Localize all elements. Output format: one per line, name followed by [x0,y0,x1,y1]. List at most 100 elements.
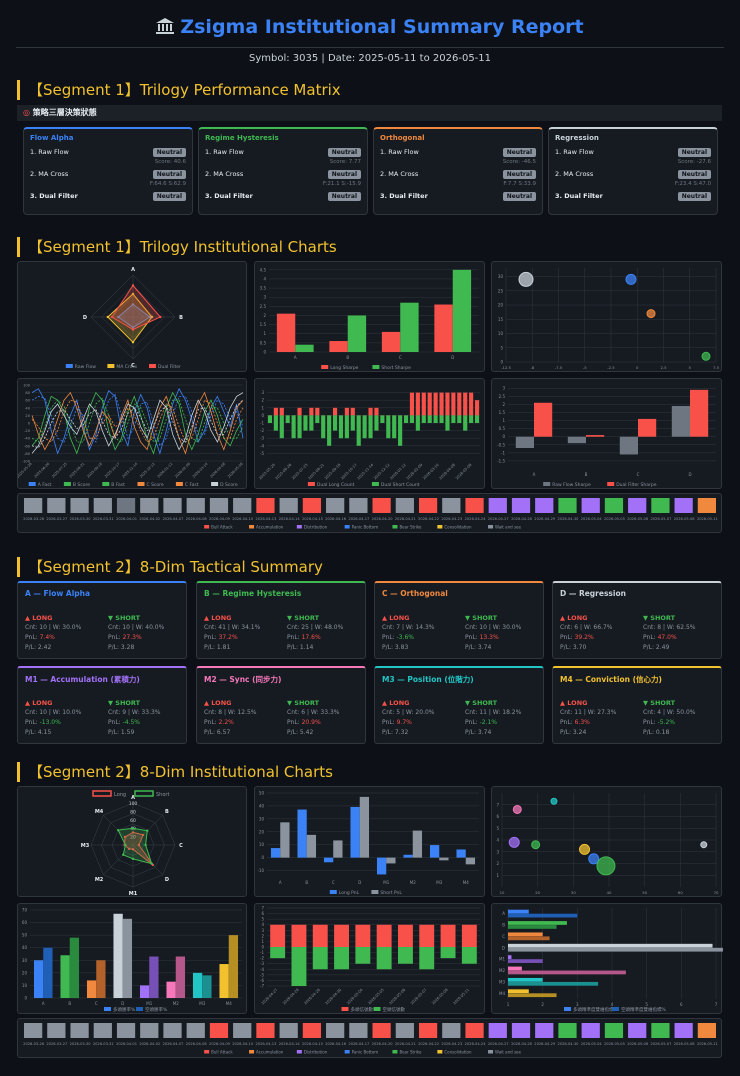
y-tick-label: 2 [502,402,505,407]
perf-row-label: 3. Dual Filter [205,192,253,200]
tactical-card-title: M3 — Position (位階力) [382,675,474,684]
y-tick-label: 4 [496,838,499,843]
pnl-value: 13.3% [479,634,499,641]
pnl-line: PnL: 17.6% [287,633,363,643]
perf-row: 2. MA Cross Neutral [30,170,186,181]
regime-cell [70,1023,89,1038]
profit-loss-ratio: P/L: 3.74 [465,644,492,651]
s1-counts-chart: 3210-1-2-3-4-52025-05-292025-06-262025-0… [258,390,480,488]
y-tick-label: 3 [496,849,499,854]
x-tick-label: M4 [463,880,469,885]
x-tick-label: B [305,880,308,885]
tactical-card-title: C — Orthogonal [382,589,448,598]
bar [333,840,343,858]
x-tick-label: 2026-05-08 [227,462,244,479]
bar [60,955,70,998]
regime-date-label: 2026-04-17 [348,517,369,521]
regime-date-label: 2026-04-29 [534,1042,556,1046]
x-tick-label: 2025-07-25 [51,462,68,479]
legend-swatch [296,525,302,529]
long-heading: ▲ LONG [25,699,53,707]
y-tick-label: -1 [260,421,264,426]
x-tick-label: -8 [530,365,534,370]
short-stats: ▼ SHORT Cnt: 8 | W: 62.5% PnL: 47.0% P/L: 2… [643,613,719,653]
perf-row-sub: Score: 40.6 [154,159,186,165]
y-tick-label: 4 [263,276,266,281]
bar [270,848,281,858]
y-tick-label: 1 [261,939,264,944]
bar [192,972,203,998]
legend-swatch [373,1007,381,1011]
radar-point [141,833,145,837]
regime-cell [535,498,554,513]
regime-cell [163,1023,182,1038]
perf-card-title: Flow Alpha [30,134,74,142]
bar [368,415,373,439]
legend-swatch [372,365,380,369]
long-stats: ▲ LONG Cnt: 41 | W: 34.1% PnL: 37.2% P/L: 1… [204,613,280,653]
chart-panel-s1-lines: 100 80 60 40 20 0 -20 -40 -60 -80 -100 2025-05-29 20… [17,378,247,489]
count-winrate: Cnt: 10 | W: 10.0% [25,709,82,716]
regime-cell [256,498,275,513]
y-tick-label: 40 [22,945,28,950]
short-stats: ▼ SHORT Cnt: 10 | W: 40.0% PnL: 27.3% P/L: … [108,613,184,653]
regime-date-label: 2026-04-23 [441,517,462,521]
matrix-banner: ◎ 策略三層決策狀態 [17,105,722,121]
regime-cell [163,498,182,513]
y-tick-label: 1 [263,331,266,336]
long-heading: ▲ LONG [560,614,588,622]
y-tick-label: 5 [500,345,503,350]
perf-row-label: 1. Raw Flow [380,148,419,156]
regime-cell [442,1023,461,1038]
bar [306,834,317,858]
y-tick-label: 7 [496,802,499,807]
target-icon: ◎ [23,108,30,117]
pnl-label: PnL: [560,719,575,726]
regime-date-label: 2026-04-02 [139,1042,160,1046]
x-tick-label: 2026-04-08 [209,462,226,479]
y-tick-label: 0.5 [499,426,506,431]
bar [508,936,550,941]
radar-point [123,835,127,839]
pnl-line: PnL: 37.2% [204,633,280,643]
x-tick-label: M2 [410,880,416,885]
legend-swatch [344,525,350,529]
tactical-card-title: M4 — Conviction (信心力) [560,675,662,684]
regime-cell [581,1023,600,1038]
scatter-point [579,843,591,855]
x-tick-label: 2025-07-25 [291,463,309,481]
line-series-6 [31,392,244,454]
pnl-value: -5.2% [657,719,676,726]
bar [445,392,450,416]
short-heading: ▼ SHORT [287,614,320,622]
status-badge: Neutral [327,192,361,201]
tactical-card: B — Regime Hysteresis ▲ LONG Cnt: 41 | W: … [196,581,366,659]
y-tick-label: 3.5 [260,286,267,291]
bar [457,392,462,416]
y-tick-label: 10 [259,842,265,847]
regime-date-label: 2026-04-27 [488,517,509,521]
bar [219,964,229,998]
radar-series-1 [117,827,153,865]
y-tick-label: B [502,923,505,928]
regime-cell [116,1023,136,1038]
y-tick-label: 10 [498,331,504,336]
perf-row-sub: Score: 7.77 [329,159,361,165]
regime-cell [697,498,716,513]
legend-label: 空頭精準度雙維指標% [621,1006,666,1013]
bar [415,392,420,416]
short-heading: ▼ SHORT [465,614,498,622]
y-tick-label: 5 [261,917,264,922]
bar [355,947,371,964]
count-winrate: Cnt: 25 | W: 48.0% [287,624,344,631]
x-tick-label: B [585,472,588,477]
short-stats: ▼ SHORT Cnt: 4 | W: 50.0% PnL: -5.2% P/L: 0… [643,698,719,738]
chart-panel-s1-sharpe: 0 0.5 1 1.5 2 2.5 3 3.5 4 4.5 A B C D Long Sharpe Short… [254,261,485,372]
x-tick-label: 2025-12-12 [139,462,156,479]
y-tick-label: -7 [260,984,264,989]
legend-label: Bear Strike [399,1050,422,1055]
regime-cell [349,498,368,513]
s2-scatter-chart: 1 2 3 4 5 6 7 10 20 30 40 50 60 70 [496,793,719,895]
x-tick-label: 2026-01-12 [157,462,174,479]
y-tick-label: 20 [259,829,265,834]
